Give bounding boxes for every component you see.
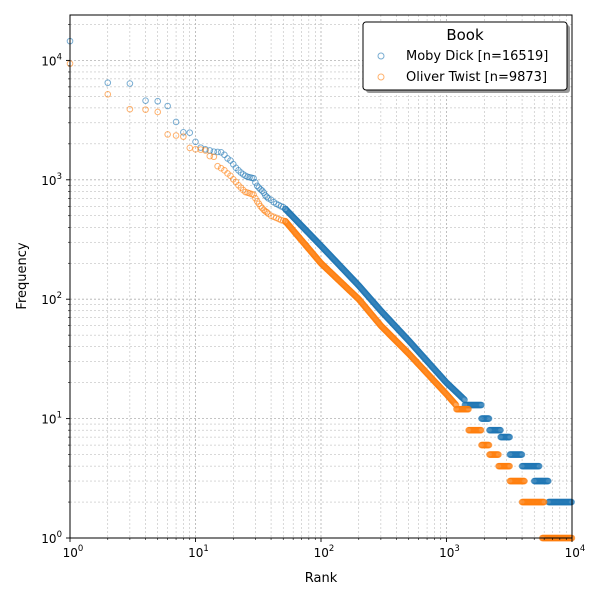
data-point-series-1 <box>172 132 180 139</box>
data-point-series-0 <box>126 80 134 87</box>
data-point-series-0 <box>164 102 171 110</box>
data-point-series-0 <box>250 174 257 182</box>
data-point-series-1 <box>210 153 218 161</box>
legend: Book Moby Dick [n=16519] Oliver Twist [n… <box>362 21 570 93</box>
data-point-series-0 <box>154 97 162 105</box>
y-tick-label: 100 <box>41 530 62 546</box>
scatter-points <box>66 37 576 542</box>
data-point-series-1 <box>206 152 214 160</box>
x-axis-label: Rank <box>305 571 338 586</box>
data-point-series-1 <box>214 162 221 170</box>
data-point-series-0 <box>172 118 180 126</box>
data-point-series-0 <box>258 187 266 195</box>
legend-label-moby-dick: Moby Dick [n=16519] <box>406 49 548 64</box>
data-point-series-0 <box>478 401 485 409</box>
data-point-series-0 <box>210 148 218 155</box>
data-point-series-1 <box>142 106 149 113</box>
data-point-series-1 <box>521 477 528 485</box>
data-point-series-1 <box>477 426 485 434</box>
x-tick-label: 104 <box>565 544 586 560</box>
data-point-series-0 <box>518 451 526 458</box>
data-point-series-0 <box>180 128 187 136</box>
legend-box <box>362 21 568 91</box>
data-point-series-0 <box>506 433 513 441</box>
data-point-series-1 <box>202 147 209 154</box>
x-tick-label: 103 <box>439 544 460 560</box>
data-point-series-0 <box>104 79 112 87</box>
data-point-series-1 <box>465 405 472 413</box>
data-point-series-1 <box>197 146 204 153</box>
data-point-series-0 <box>192 138 199 146</box>
y-tick-label: 103 <box>41 172 62 188</box>
data-point-series-1 <box>180 133 187 140</box>
y-tick-label: 102 <box>41 291 62 307</box>
data-point-series-1 <box>250 191 257 199</box>
y-tick-label: 101 <box>41 411 62 427</box>
data-point-series-0 <box>544 477 552 485</box>
data-point-series-1 <box>217 164 225 172</box>
data-point-series-0 <box>485 415 493 422</box>
legend-title: Book <box>446 26 484 44</box>
y-tick-label: 104 <box>41 52 62 68</box>
data-point-series-1 <box>126 105 134 113</box>
data-point-series-0 <box>497 426 504 434</box>
x-tick-label: 102 <box>314 544 335 560</box>
data-point-series-1 <box>485 441 493 449</box>
data-point-series-0 <box>252 179 259 186</box>
data-point-series-0 <box>142 97 149 104</box>
data-point-series-1 <box>104 91 112 98</box>
legend-marker-oliver-twist <box>377 73 385 81</box>
data-point-series-1 <box>154 108 162 116</box>
x-tick-label: 101 <box>188 544 209 560</box>
data-point-series-0 <box>186 129 194 137</box>
axis-ticks: 100 101 102 103 104 100 101 102 103 104 <box>41 24 585 560</box>
data-point-series-1 <box>263 208 271 216</box>
data-point-series-1 <box>540 498 548 506</box>
data-point-series-0 <box>535 462 543 470</box>
data-point-series-1 <box>495 451 502 458</box>
legend-marker-moby-dick <box>377 52 385 60</box>
data-point-series-0 <box>253 182 261 190</box>
data-point-series-1 <box>506 462 513 470</box>
y-axis-label: Frequency <box>15 242 30 309</box>
data-point-series-0 <box>214 148 221 156</box>
grid-lines <box>69 15 572 539</box>
data-point-series-1 <box>164 131 171 138</box>
legend-label-oliver-twist: Oliver Twist [n=9873] <box>406 70 547 85</box>
x-tick-label: 100 <box>63 544 84 560</box>
